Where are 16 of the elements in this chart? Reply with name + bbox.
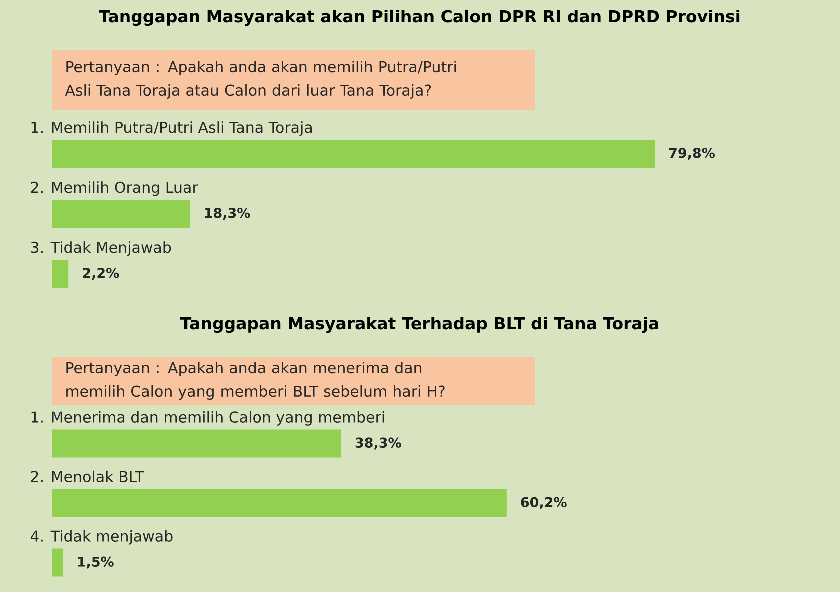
data-label: 1,5% [78, 556, 114, 569]
data-label: 38,3% [356, 438, 402, 450]
data-label: 60,2% [521, 497, 567, 510]
chart-title: Tanggapan Masyarakat akan Pilihan Calon DPR RI dan DPRD Provinsi [99, 10, 740, 26]
y-tick-label: 3. Tidak Menjawab [31, 242, 172, 256]
data-label: 2,2% [83, 268, 120, 280]
chart-title: Tanggapan Masyarakat Terhadap BLT di Tana Toraja [180, 316, 658, 334]
chart-subtitle: Pertanyaan : Apakah anda akan menerima dan memilih Calon yang memberi BLT sebelum hari H? [66, 362, 445, 400]
y-tick-label: 2. Memilih Orang Luar [31, 182, 198, 196]
data-label: 18,3% [205, 208, 250, 220]
y-tick-label: 2. Menolak BLT [31, 470, 144, 482]
y-tick-label: 1. Memilih Putra/Putri Asli Tana Toraja [32, 122, 312, 136]
data-label: 79,8% [669, 148, 715, 160]
y-tick-label: 1. Menerima dan memilih Calon yang memberi [32, 411, 384, 426]
y-tick-label: 4. Tidak menjawab [30, 530, 173, 545]
chart-subtitle: Pertanyaan : Apakah anda akan memilih Putra/Putri Asli Tana Toraja atau Calon dari luar Tana Toraja? [65, 61, 456, 100]
